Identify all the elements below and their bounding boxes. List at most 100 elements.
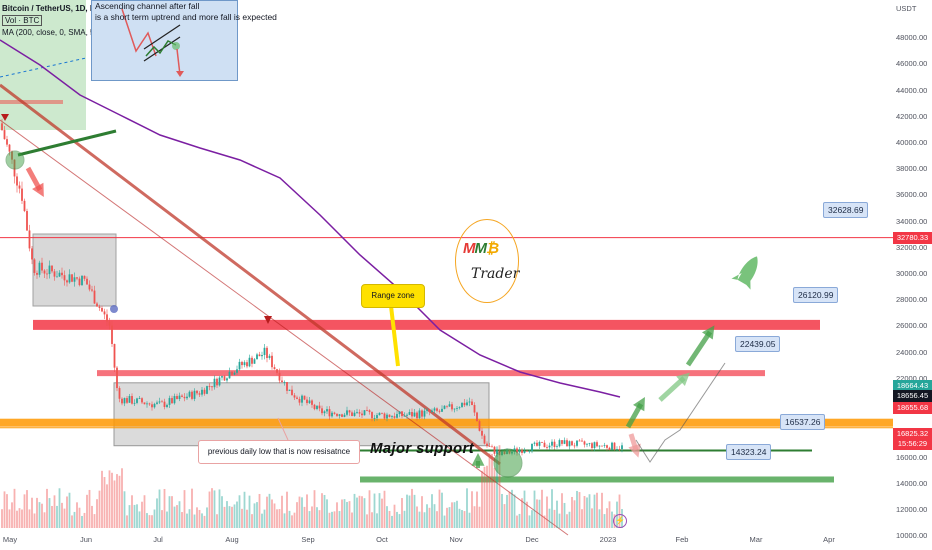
candle <box>61 267 63 528</box>
candle <box>438 409 441 528</box>
volume-bar <box>383 490 386 528</box>
candle-body <box>598 445 601 447</box>
candle-body <box>206 386 208 394</box>
volume-bar <box>126 515 128 528</box>
y-axis-unit: USDT <box>896 4 917 13</box>
candle <box>121 397 123 528</box>
candle-body <box>201 389 203 395</box>
volume-bar <box>313 490 316 528</box>
volume-bar <box>348 501 351 528</box>
candle-body <box>296 397 298 399</box>
candle <box>473 402 476 528</box>
previous-low-note[interactable]: previous daily low that is now resisatnc… <box>198 440 360 464</box>
volume-bar <box>3 491 6 528</box>
candle-body <box>263 347 266 356</box>
candle-body <box>371 412 373 419</box>
x-tick-label: Sep <box>301 535 315 544</box>
candle <box>428 409 431 528</box>
candle-body <box>101 307 103 312</box>
volume-bar <box>158 489 161 528</box>
candle <box>236 365 238 528</box>
volume-bar <box>18 508 21 528</box>
candle <box>618 445 621 528</box>
candle <box>591 441 593 528</box>
candle <box>436 407 438 528</box>
candle <box>161 399 163 528</box>
candle-body <box>456 408 458 409</box>
candle <box>578 439 581 528</box>
volume-bar <box>288 510 291 528</box>
candle <box>13 159 16 528</box>
candle-body <box>198 393 201 395</box>
major-support-label[interactable]: Major support <box>370 440 474 457</box>
candle-body <box>491 446 493 448</box>
candle <box>548 442 551 528</box>
candle-body <box>493 446 496 454</box>
candle <box>178 392 181 528</box>
volume-bar <box>243 491 246 528</box>
candle-body <box>316 405 318 410</box>
level-label[interactable]: 14323.24 <box>726 444 772 460</box>
candle-body <box>373 418 376 419</box>
candle-body <box>268 355 271 358</box>
candle-body <box>161 401 163 403</box>
candle-body <box>258 354 261 357</box>
level-label[interactable]: 22439.05 <box>735 336 781 352</box>
volume-bar <box>388 510 391 528</box>
candle-body <box>571 441 573 446</box>
candle <box>531 443 533 528</box>
candle <box>183 393 186 528</box>
candle-body <box>178 395 181 399</box>
candle <box>88 280 91 528</box>
volume-bar <box>71 515 73 528</box>
candle-body <box>556 446 558 448</box>
candle-body <box>486 443 488 446</box>
candle <box>381 412 383 528</box>
volume-label[interactable]: Vol · BTC <box>2 15 43 26</box>
level-label[interactable]: 16537.26 <box>780 414 826 430</box>
volume-bar <box>196 507 198 528</box>
candle <box>241 360 243 528</box>
candle-body <box>226 378 228 381</box>
level-label[interactable]: 32628.69 <box>823 202 869 218</box>
volume-bar <box>11 502 13 528</box>
candle-body <box>601 445 603 447</box>
candle-body <box>328 409 331 417</box>
volume-bar <box>448 507 451 528</box>
candle-body <box>191 391 193 399</box>
volume-bar <box>186 513 188 528</box>
volume-bar <box>546 496 548 528</box>
candle-body <box>246 362 248 367</box>
volume-bar <box>366 514 368 528</box>
candle-body <box>221 376 223 378</box>
candle <box>251 355 253 528</box>
range-zone-callout[interactable]: Range zone <box>361 284 425 308</box>
candle-body <box>521 450 523 453</box>
symbol-title[interactable]: Bitcoin / TetherUS, 1D, BINANCE <box>2 4 127 13</box>
candle <box>318 401 321 528</box>
volume-bar <box>411 488 413 528</box>
candle-body <box>516 448 518 453</box>
volume-bar <box>41 503 43 528</box>
ma-label[interactable]: MA (200, close, 0, SMA, 5) <box>2 28 98 37</box>
arrow-down-may <box>25 166 44 198</box>
candle-body <box>553 441 556 448</box>
volume-bar <box>51 505 53 528</box>
candle <box>476 411 478 528</box>
candle-body <box>108 321 111 326</box>
lightning-icon[interactable]: ⚡ <box>613 514 627 528</box>
candle-body <box>16 176 18 186</box>
volume-bar <box>236 501 238 528</box>
candle <box>483 433 486 528</box>
x-tick-label: Feb <box>675 535 689 544</box>
volume-bar <box>428 507 431 528</box>
level-label[interactable]: 26120.99 <box>793 287 839 303</box>
candle-body <box>576 440 578 446</box>
volume-bar <box>373 493 376 528</box>
candle-body <box>128 396 131 403</box>
candle <box>81 275 83 528</box>
candle <box>256 352 258 528</box>
candle-body <box>83 275 86 279</box>
volume-bar <box>326 499 328 528</box>
